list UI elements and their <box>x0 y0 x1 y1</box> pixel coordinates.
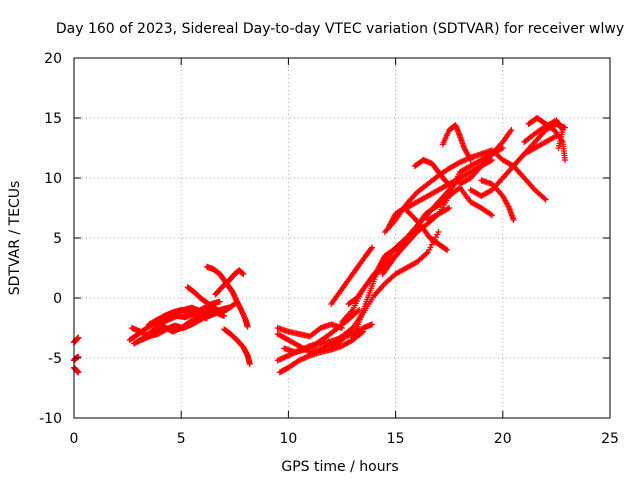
data-point <box>244 323 251 330</box>
data-point <box>356 307 363 313</box>
y-tick-label: 5 <box>53 231 62 247</box>
series-arc-29 <box>456 127 515 187</box>
series-arc-9 <box>184 284 223 315</box>
data-point <box>455 160 462 167</box>
data-point <box>359 329 366 336</box>
data-point <box>444 205 451 212</box>
series-arc-28 <box>439 122 474 163</box>
series-arc-1 <box>71 334 82 346</box>
x-tick-label: 25 <box>601 431 619 447</box>
data-point <box>368 245 375 252</box>
data-point <box>75 353 82 360</box>
data-point <box>423 250 430 257</box>
series-arc-2 <box>71 353 82 364</box>
series-arc-27 <box>411 157 455 190</box>
y-tick-label: 10 <box>44 171 62 187</box>
chart-title: Day 160 of 2023, Sidereal Day-to-day VTE… <box>56 21 624 37</box>
data-point <box>444 247 451 253</box>
data-point <box>555 145 562 151</box>
data-point <box>435 229 442 235</box>
data-points <box>71 115 568 376</box>
x-axis-label: GPS time / hours <box>281 459 398 475</box>
grid-lines <box>74 58 610 418</box>
data-point <box>221 313 228 319</box>
data-point <box>561 157 568 163</box>
data-point <box>448 183 455 190</box>
data-point <box>246 361 253 367</box>
data-point <box>360 328 367 335</box>
y-tick-label: 0 <box>53 291 62 307</box>
series-arc-12 <box>221 326 253 367</box>
series-arc-35 <box>521 117 566 151</box>
data-point <box>455 185 462 192</box>
series-arc-11 <box>212 267 247 298</box>
series-arc-17 <box>281 307 363 355</box>
y-tick-label: -5 <box>48 351 62 367</box>
series-arc-22 <box>328 244 376 307</box>
data-point <box>75 334 82 341</box>
data-point <box>369 244 376 251</box>
y-tick-label: 20 <box>44 51 62 67</box>
data-point <box>489 157 496 163</box>
data-point <box>75 369 82 376</box>
data-point <box>240 271 247 277</box>
data-point <box>499 145 506 151</box>
data-point <box>487 211 494 218</box>
data-point <box>442 246 449 253</box>
data-point <box>446 205 453 211</box>
data-point <box>541 195 548 202</box>
series-arc-3 <box>71 364 82 376</box>
x-tick-label: 10 <box>279 431 297 447</box>
x-tick-label: 20 <box>494 431 512 447</box>
data-point <box>489 212 496 219</box>
series-arc-10 <box>203 263 251 330</box>
axis-ticks: 0 5 10 15 20 25 -10 -5 0 5 10 15 20 <box>39 51 619 447</box>
data-point <box>510 217 517 223</box>
y-axis-label: SDTVAR / TECUs <box>7 181 23 296</box>
data-point <box>467 157 474 163</box>
series-arc-32 <box>478 177 517 223</box>
data-point <box>216 298 223 305</box>
x-tick-label: 15 <box>387 431 405 447</box>
y-tick-label: 15 <box>44 111 62 127</box>
data-point <box>542 196 549 203</box>
y-tick-label: -10 <box>39 411 62 427</box>
series-arc-31 <box>424 184 496 223</box>
data-point <box>508 127 515 133</box>
x-tick-label: 5 <box>177 431 186 447</box>
data-point <box>434 211 441 218</box>
data-point <box>447 182 454 189</box>
x-tick-label: 0 <box>70 431 79 447</box>
data-point <box>354 308 361 315</box>
data-point <box>216 308 223 315</box>
data-point <box>369 321 376 328</box>
